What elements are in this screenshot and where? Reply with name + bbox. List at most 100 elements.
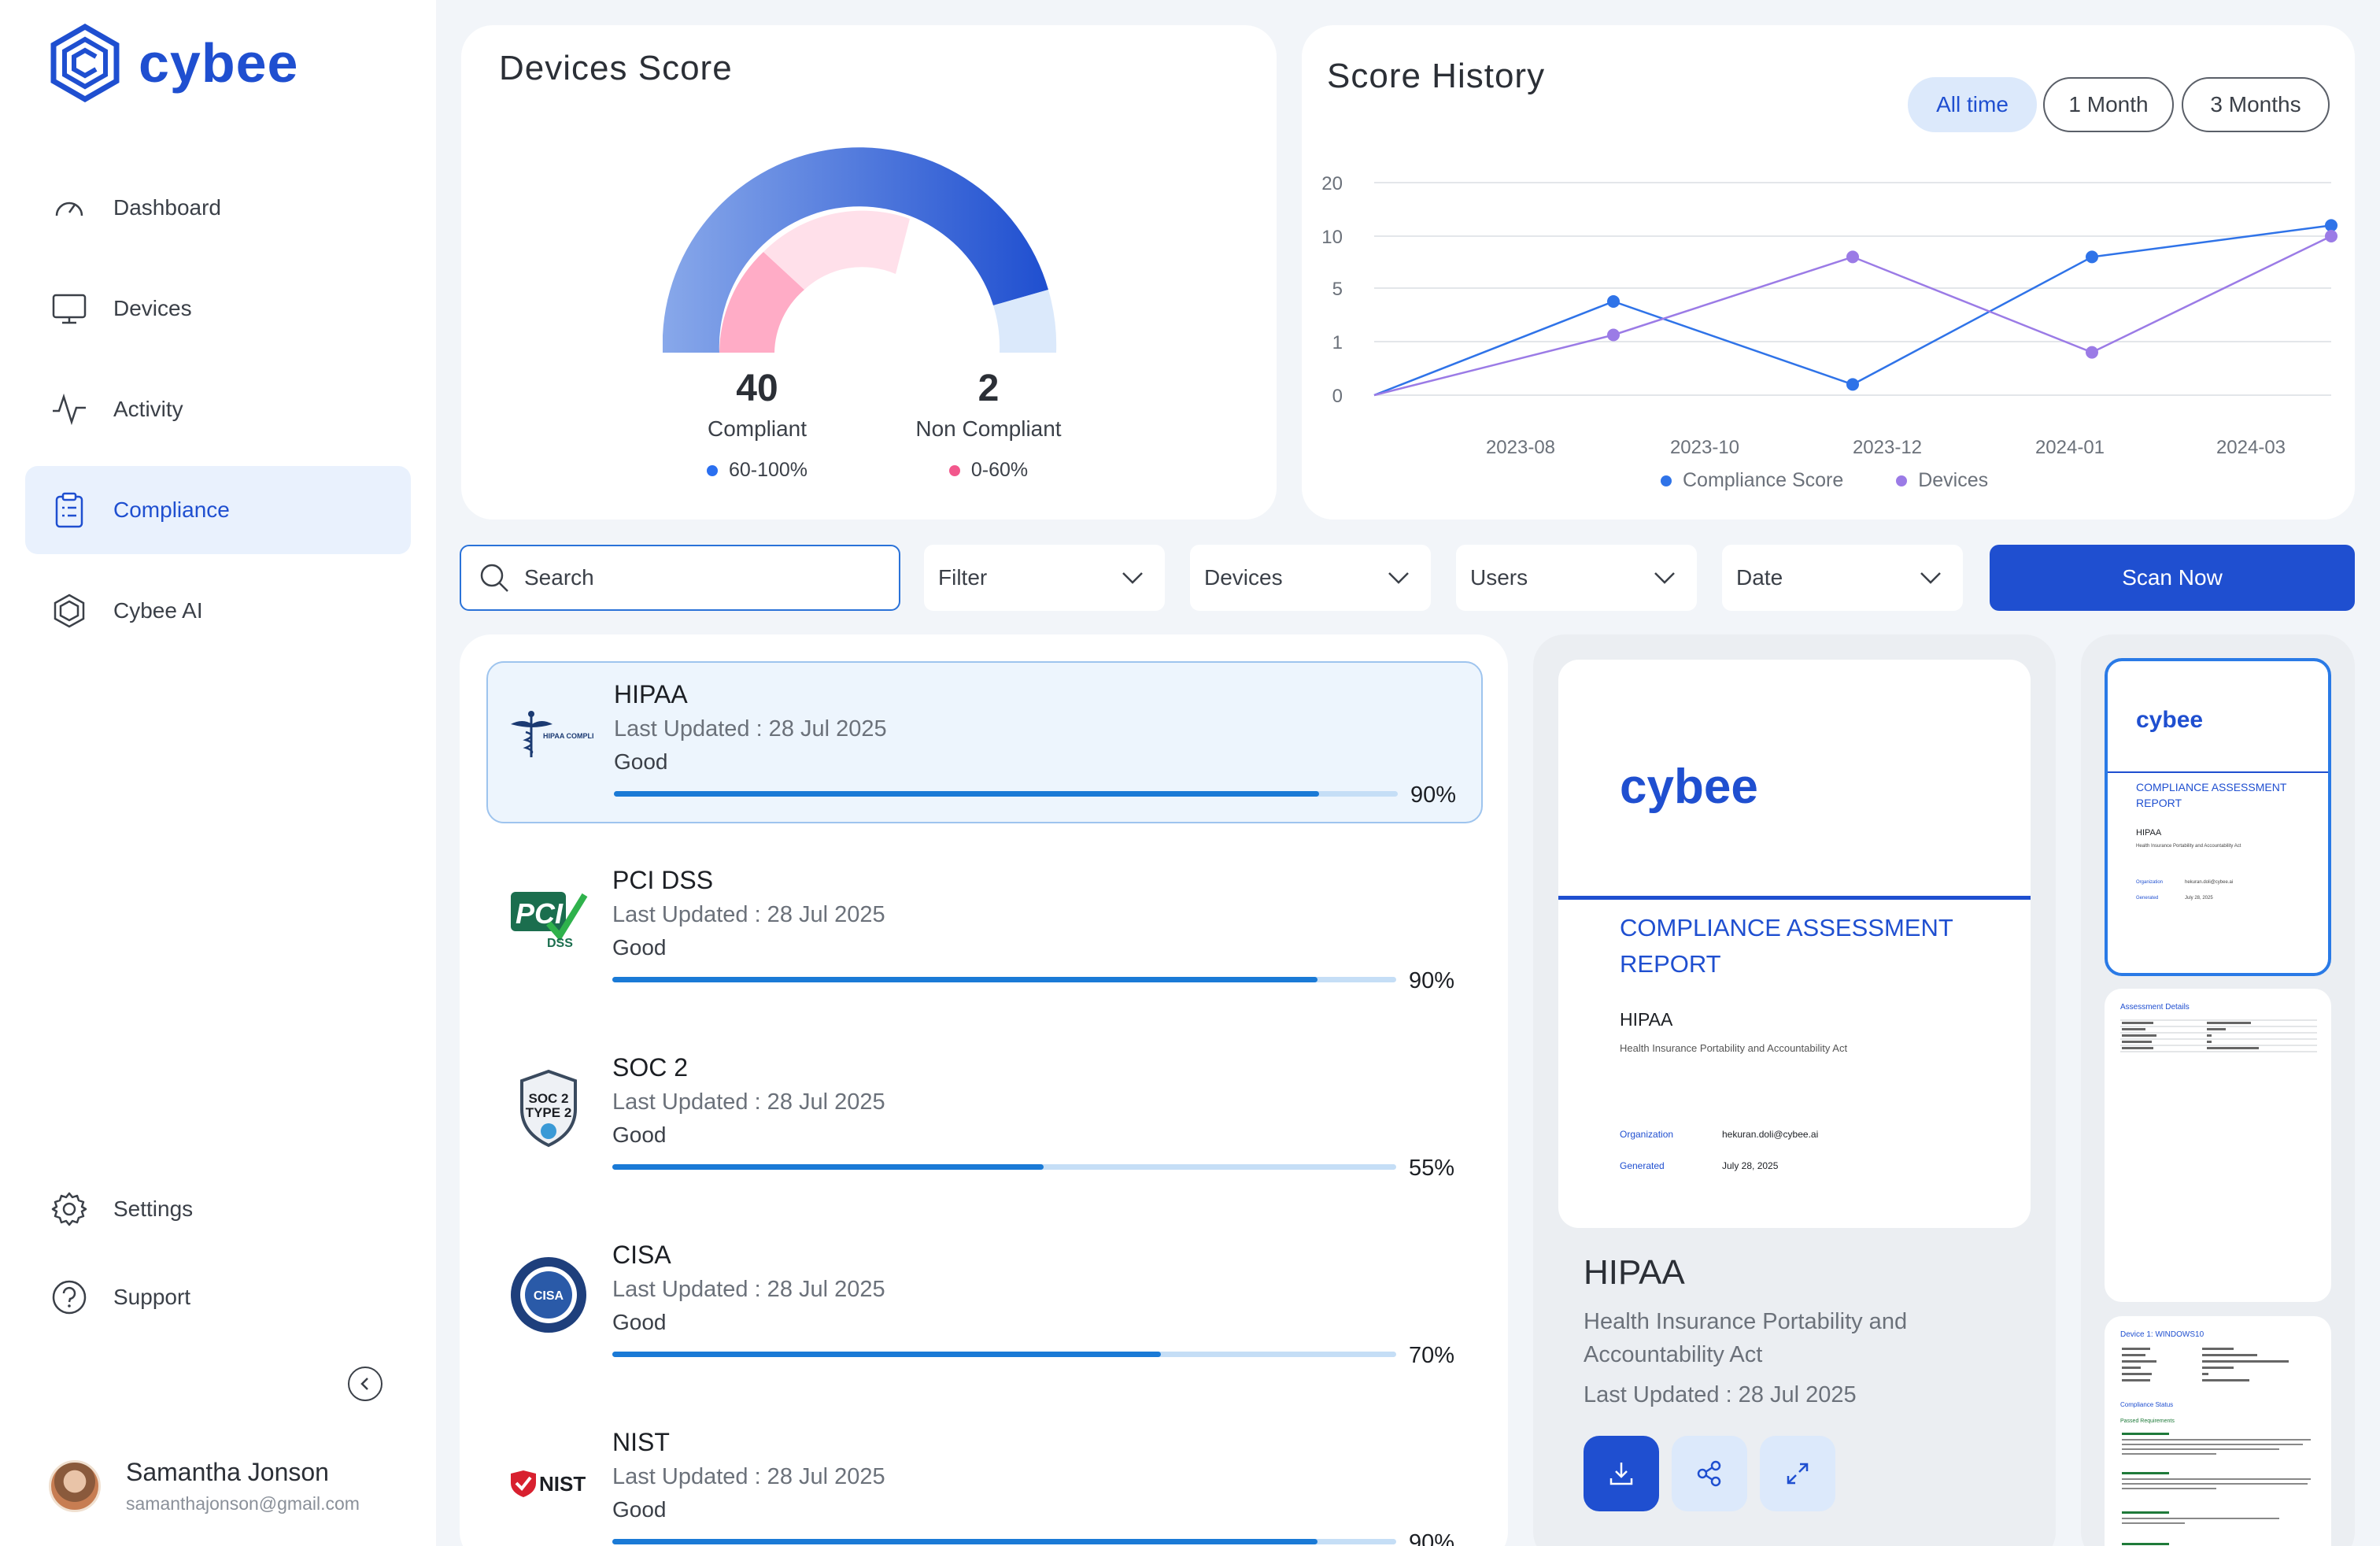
sidebar-item-support[interactable]: Support xyxy=(25,1253,411,1341)
report-panel: cybee COMPLIANCE ASSESSMENT REPORT HIPAA… xyxy=(1533,634,2056,1546)
soc2-logo: SOC 2 TYPE 2 xyxy=(505,1064,592,1151)
framework-name: HIPAA xyxy=(614,680,688,708)
framework-name: NIST xyxy=(612,1428,670,1456)
framework-name: CISA xyxy=(612,1241,671,1269)
framework-status: Good xyxy=(612,935,667,960)
thumb-assessment-title: Assessment Details xyxy=(2120,1003,2190,1012)
hipaa-logo-text: HIPAA COMPLIANT xyxy=(543,732,593,740)
compliant-range: 60-100% xyxy=(728,459,808,481)
cisa-logo-text: CISA xyxy=(534,1289,564,1303)
data-point xyxy=(2325,230,2338,242)
expand-button[interactable] xyxy=(1760,1436,1835,1511)
download-button[interactable] xyxy=(1584,1436,1659,1511)
brand-name: cybee xyxy=(139,32,299,94)
report-preview[interactable]: cybee COMPLIANCE ASSESSMENT REPORT HIPAA… xyxy=(1558,660,2031,1228)
collapse-sidebar-button[interactable] xyxy=(348,1367,382,1401)
report-title: HIPAA xyxy=(1584,1253,1685,1292)
y-tick-label: 1 xyxy=(1332,332,1343,353)
share-button[interactable] xyxy=(1672,1436,1747,1511)
filter-3-months[interactable]: 3 Months xyxy=(2182,77,2330,132)
thumb-heading: COMPLIANCE ASSESSMENT REPORT xyxy=(2136,781,2287,809)
sidebar-item-compliance[interactable]: Compliance xyxy=(25,466,411,554)
brand-logo[interactable]: cybee xyxy=(49,24,298,102)
thumbnail-page-2[interactable]: Assessment Details xyxy=(2105,989,2331,1302)
thumb-device-table xyxy=(2122,1348,2289,1381)
report-framework: HIPAA xyxy=(1620,1009,1673,1030)
search-input[interactable]: Search xyxy=(460,545,900,611)
sidebar-item-cybee-ai[interactable]: Cybee AI xyxy=(25,567,411,655)
score-gauge xyxy=(663,147,1057,353)
hexagon-icon xyxy=(50,592,88,630)
compliant-dot xyxy=(706,465,718,477)
pci-logo-text: PCI xyxy=(516,897,564,930)
avatar xyxy=(49,1460,101,1512)
list-item[interactable]: PCI DSS PCI DSS Last Updated : 28 Jul 20… xyxy=(486,849,1483,1011)
cybee-hex-icon xyxy=(50,24,120,102)
report-gen-label: Generated xyxy=(1620,1160,1665,1171)
report-org-value: hekuran.doli@cybee.ai xyxy=(1722,1129,1819,1140)
sidebar-item-label: Activity xyxy=(113,397,183,421)
pci-dss-logo: PCI DSS xyxy=(505,877,592,963)
data-point xyxy=(1607,295,1620,308)
framework-percent: 70% xyxy=(1409,1343,1455,1368)
data-point xyxy=(1846,378,1859,391)
score-history-card: Score History All time 1 Month 3 Months … xyxy=(1302,25,2355,520)
sidebar-item-dashboard[interactable]: Dashboard xyxy=(25,164,411,252)
chevron-down-icon xyxy=(1388,572,1409,584)
search-placeholder: Search xyxy=(524,565,594,590)
thumb-passed-req: Passed Requirements xyxy=(2120,1418,2175,1424)
card-title: Devices Score xyxy=(499,49,733,87)
sidebar-item-settings[interactable]: Settings xyxy=(25,1165,411,1253)
progress-bar xyxy=(612,1164,1396,1170)
hipaa-logo: HIPAA COMPLIANT xyxy=(507,691,593,778)
thumbnail-page-1[interactable]: cybee COMPLIANCE ASSESSMENT REPORT HIPAA… xyxy=(2105,658,2331,976)
share-icon xyxy=(1697,1460,1721,1487)
filter-1-month[interactable]: 1 Month xyxy=(2043,77,2174,132)
report-framework-full: Health Insurance Portability and Account… xyxy=(1620,1042,1848,1054)
devices-dropdown[interactable]: Devices xyxy=(1190,545,1431,611)
date-dropdown[interactable]: Date xyxy=(1722,545,1963,611)
y-tick-label: 20 xyxy=(1321,173,1343,194)
framework-status: Good xyxy=(612,1123,667,1147)
sidebar-item-devices[interactable]: Devices xyxy=(25,264,411,353)
sidebar-item-label: Support xyxy=(113,1285,191,1309)
x-tick-label: 2023-08 xyxy=(1486,437,1555,458)
filter-all-time[interactable]: All time xyxy=(1908,77,2037,132)
framework-updated: Last Updated : 28 Jul 2025 xyxy=(614,716,887,742)
thumbnail-page-3[interactable]: Device 1: WINDOWS10 Compliance Status Pa… xyxy=(2105,1316,2331,1546)
list-item[interactable]: SOC 2 TYPE 2 SOC 2 Last Updated : 28 Jul… xyxy=(486,1036,1483,1198)
framework-updated: Last Updated : 28 Jul 2025 xyxy=(612,1464,885,1489)
gauge-icon xyxy=(50,189,88,227)
report-brand: cybee xyxy=(1620,760,1758,814)
compliant-stat: 40 Compliant 60-100% xyxy=(663,367,852,482)
soc-type-logo-text: TYPE 2 xyxy=(526,1105,572,1120)
filter-dropdown[interactable]: Filter xyxy=(924,545,1165,611)
thumb-gen-label: Generated xyxy=(2136,896,2159,901)
data-point xyxy=(1607,328,1620,342)
help-icon xyxy=(50,1278,88,1316)
sidebar-item-label: Dashboard xyxy=(113,195,221,220)
progress-fill xyxy=(614,791,1320,797)
progress-fill xyxy=(612,1352,1162,1357)
framework-updated: Last Updated : 28 Jul 2025 xyxy=(612,1277,885,1302)
framework-status: Good xyxy=(612,1310,667,1334)
scan-now-button[interactable]: Scan Now xyxy=(1990,545,2355,611)
compliant-count: 40 xyxy=(736,368,778,409)
sidebar-item-activity[interactable]: Activity xyxy=(25,365,411,453)
thumb-framework: HIPAA xyxy=(2136,828,2162,838)
user-profile[interactable]: Samantha Jonson samanthajonson@gmail.com xyxy=(49,1458,360,1515)
users-dropdown[interactable]: Users xyxy=(1456,545,1697,611)
list-item[interactable]: NIST NIST Last Updated : 28 Jul 2025 Goo… xyxy=(486,1411,1483,1546)
thumb-gen-value: July 28, 2025 xyxy=(2185,896,2213,901)
thumb-compliance-status: Compliance Status xyxy=(2120,1401,2174,1408)
report-gen-value: July 28, 2025 xyxy=(1722,1160,1779,1171)
data-point xyxy=(1846,250,1859,264)
thumb-device-title: Device 1: WINDOWS10 xyxy=(2120,1330,2204,1339)
sidebar-item-label: Compliance xyxy=(113,497,230,522)
list-item[interactable]: HIPAA COMPLIANT HIPAA Last Updated : 28 … xyxy=(486,661,1483,823)
legend-dot-devices xyxy=(1896,475,1908,487)
list-item[interactable]: CISA CISA Last Updated : 28 Jul 2025 Goo… xyxy=(486,1223,1483,1385)
report-updated: Last Updated : 28 Jul 2025 xyxy=(1584,1382,1857,1407)
dss-logo-text: DSS xyxy=(547,937,573,950)
